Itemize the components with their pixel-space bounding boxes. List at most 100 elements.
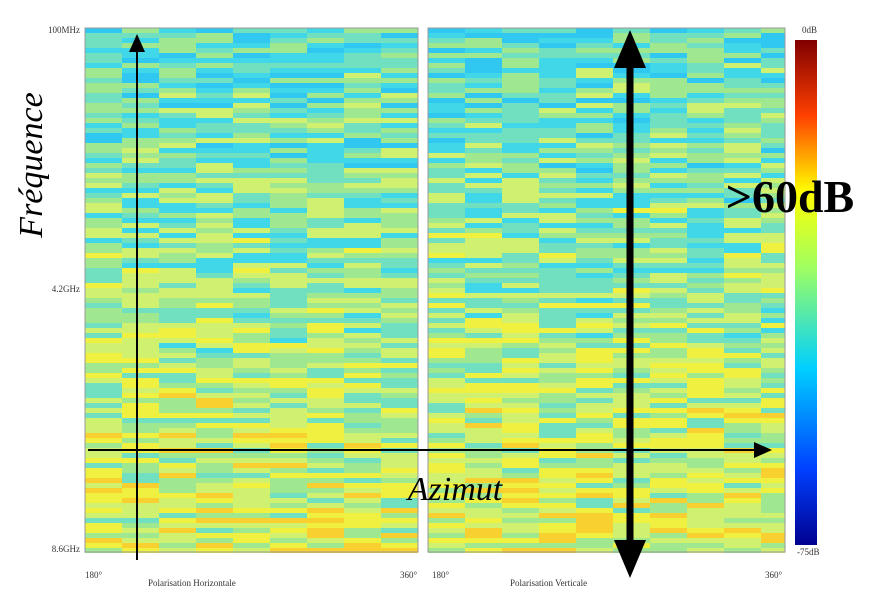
heat-cell xyxy=(576,453,613,458)
heat-cell xyxy=(650,333,687,338)
heat-cell xyxy=(687,248,724,253)
heat-cell xyxy=(724,518,761,523)
heat-cell xyxy=(381,443,418,448)
heat-cell xyxy=(465,398,502,403)
heat-cell xyxy=(650,348,687,353)
heat-cell xyxy=(724,238,761,243)
heat-cell xyxy=(196,253,233,258)
heat-cell xyxy=(724,358,761,363)
heat-cell xyxy=(381,278,418,283)
heat-cell xyxy=(687,398,724,403)
heat-cell xyxy=(539,298,576,303)
heat-cell xyxy=(502,283,539,288)
heat-cell xyxy=(159,333,196,338)
heat-cell xyxy=(465,518,502,523)
heat-cell xyxy=(465,158,502,163)
heat-cell xyxy=(270,473,307,478)
heat-cell xyxy=(233,508,270,513)
heat-cell xyxy=(539,403,576,408)
heat-cell xyxy=(270,298,307,303)
heat-cell xyxy=(502,498,539,503)
heat-cell xyxy=(85,503,122,508)
heat-cell xyxy=(270,118,307,123)
heat-cell xyxy=(761,398,785,403)
heat-cell xyxy=(159,498,196,503)
heat-cell xyxy=(159,193,196,198)
heat-cell xyxy=(428,503,465,508)
heat-cell xyxy=(761,483,785,488)
heat-cell xyxy=(85,83,122,88)
heat-cell xyxy=(650,123,687,128)
heat-cell xyxy=(196,113,233,118)
heat-cell xyxy=(539,338,576,343)
heat-cell xyxy=(687,43,724,48)
heat-cell xyxy=(576,33,613,38)
heat-cell xyxy=(502,423,539,428)
heat-cell xyxy=(724,413,761,418)
heat-cell xyxy=(233,283,270,288)
heat-cell xyxy=(465,108,502,113)
heat-cell xyxy=(85,313,122,318)
heat-cell xyxy=(233,428,270,433)
heat-cell xyxy=(687,273,724,278)
heat-cell xyxy=(381,93,418,98)
heat-cell xyxy=(159,373,196,378)
heat-cell xyxy=(687,343,724,348)
heat-cell xyxy=(233,463,270,468)
heat-cell xyxy=(724,523,761,528)
heat-cell xyxy=(381,63,418,68)
heat-cell xyxy=(761,458,785,463)
heat-cell xyxy=(159,73,196,78)
heat-cell xyxy=(381,238,418,243)
heat-cell xyxy=(307,293,344,298)
heat-cell xyxy=(761,173,785,178)
heat-cell xyxy=(428,338,465,343)
heat-cell xyxy=(724,293,761,298)
heat-cell xyxy=(428,493,465,498)
heat-cell xyxy=(650,113,687,118)
heat-cell xyxy=(576,463,613,468)
heat-cell xyxy=(687,333,724,338)
heat-cell xyxy=(85,118,122,123)
heat-cell xyxy=(196,338,233,343)
heat-cell xyxy=(465,28,502,33)
heat-cell xyxy=(122,198,159,203)
heat-cell xyxy=(122,83,159,88)
heat-cell xyxy=(539,513,576,518)
heat-cell xyxy=(502,343,539,348)
heat-cell xyxy=(159,318,196,323)
heat-cell xyxy=(761,463,785,468)
heat-cell xyxy=(159,238,196,243)
heat-cell xyxy=(576,53,613,58)
heat-cell xyxy=(539,238,576,243)
heat-cell xyxy=(85,473,122,478)
heat-cell xyxy=(122,188,159,193)
heat-cell xyxy=(85,43,122,48)
heat-cell xyxy=(428,373,465,378)
heat-cell xyxy=(344,268,381,273)
heat-cell xyxy=(122,393,159,398)
heat-cell xyxy=(196,408,233,413)
heat-cell xyxy=(724,468,761,473)
heat-cell xyxy=(650,278,687,283)
heat-cell xyxy=(159,203,196,208)
heat-cell xyxy=(344,223,381,228)
heat-cell xyxy=(687,508,724,513)
heat-cell xyxy=(539,178,576,183)
heat-cell xyxy=(465,268,502,273)
heat-cell xyxy=(576,543,613,548)
heat-cell xyxy=(539,123,576,128)
heat-cell xyxy=(196,393,233,398)
heat-cell xyxy=(381,283,418,288)
heat-cell xyxy=(196,228,233,233)
heat-cell xyxy=(344,168,381,173)
heat-cell xyxy=(307,138,344,143)
heat-cell xyxy=(122,148,159,153)
heat-cell xyxy=(576,163,613,168)
heat-cell xyxy=(687,258,724,263)
heat-cell xyxy=(270,523,307,528)
heat-cell xyxy=(159,338,196,343)
heat-cell xyxy=(159,33,196,38)
heat-cell xyxy=(159,483,196,488)
heat-cell xyxy=(85,528,122,533)
